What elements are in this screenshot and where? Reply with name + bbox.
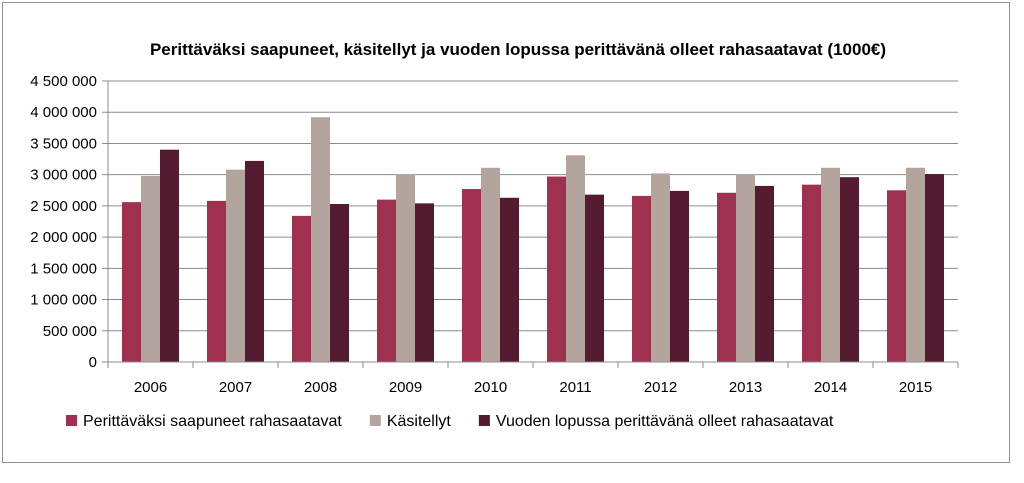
legend-swatch (369, 415, 381, 426)
x-tick-label: 2007 (219, 379, 252, 396)
y-tick-label: 4 000 000 (30, 104, 97, 121)
bar (377, 199, 396, 362)
x-tick-label: 2009 (389, 379, 422, 396)
bar (802, 184, 821, 362)
x-tick-label: 2015 (899, 379, 932, 396)
bar (292, 215, 311, 362)
legend-swatch (66, 415, 77, 426)
y-tick-label: 500 000 (43, 323, 97, 340)
y-tick-label: 3 000 000 (30, 167, 97, 184)
bar (547, 176, 566, 362)
bar (330, 204, 349, 362)
bar (245, 160, 264, 362)
x-axis: 2006 2007 2008 2009 2010 2011 2012 2013 2014 2015 (107, 361, 959, 396)
bar (717, 192, 736, 362)
legend-swatch (478, 415, 490, 426)
legend: Perittäväksi saapuneet rahasaatavat Käsit… (66, 413, 834, 430)
bar (821, 167, 840, 362)
bar (415, 203, 434, 362)
bar (500, 197, 519, 362)
bar (840, 177, 859, 362)
legend-label: Vuoden lopussa perittävänä olleet rahasa… (496, 413, 834, 430)
bar (632, 195, 651, 362)
y-axis: 0 500 000 1 000 000 1 500 000 2 000 000 2 500… (30, 73, 109, 371)
bar (122, 202, 141, 362)
x-tick-label: 2010 (474, 379, 507, 396)
bar (887, 190, 906, 362)
x-tick-label: 2014 (814, 379, 847, 396)
bar (226, 169, 245, 362)
y-tick-label: 1 500 000 (30, 260, 97, 277)
bar (906, 167, 925, 362)
bar (670, 190, 689, 362)
legend-label: Perittäväksi saapuneet rahasaatavat (83, 413, 342, 430)
bar (311, 117, 330, 363)
bar (651, 173, 670, 362)
x-tick-label: 2008 (304, 379, 337, 396)
x-tick-label: 2011 (559, 379, 591, 396)
x-tick-label: 2012 (644, 379, 677, 396)
bar (566, 155, 585, 362)
legend-label: Käsitellyt (387, 413, 452, 430)
chart-title: Perittäväksi saapuneet, käsitellyt ja vu… (150, 40, 886, 59)
y-tick-label: 2 500 000 (30, 198, 97, 215)
bar (755, 185, 774, 362)
x-tick-label: 2013 (729, 379, 762, 396)
bar (396, 174, 415, 362)
bar (925, 174, 944, 362)
y-tick-label: 2 000 000 (30, 229, 97, 246)
x-tick-label: 2006 (134, 379, 167, 396)
bar (481, 167, 500, 362)
bars (122, 117, 944, 363)
y-tick-label: 4 500 000 (30, 73, 97, 90)
bar (207, 200, 226, 362)
bar (736, 174, 755, 362)
y-tick-label: 1 000 000 (30, 292, 97, 309)
bar (585, 194, 604, 362)
bar (160, 149, 179, 362)
bar (141, 175, 160, 362)
y-tick-label: 0 (89, 354, 97, 371)
bar (462, 189, 481, 362)
y-tick-label: 3 500 000 (30, 135, 97, 152)
